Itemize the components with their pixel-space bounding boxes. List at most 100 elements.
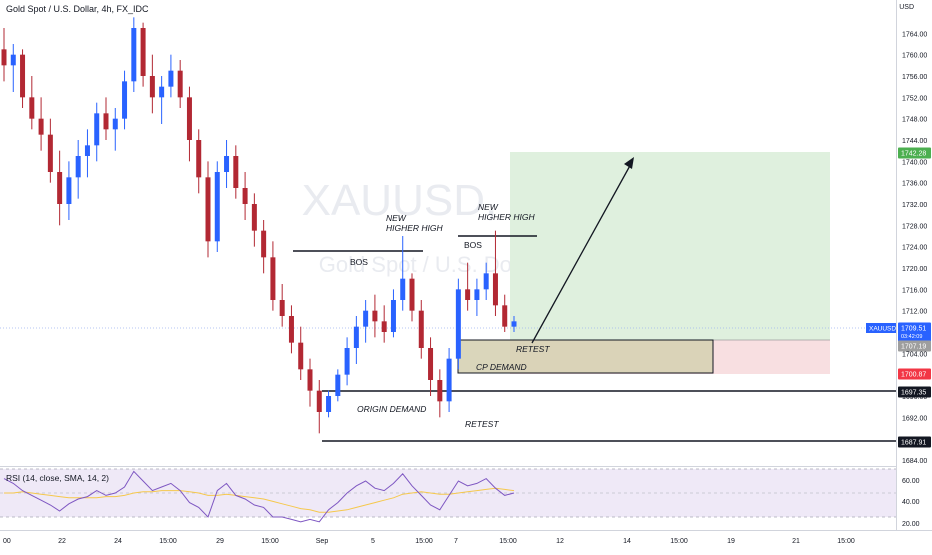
projection-arrow-line <box>531 161 633 344</box>
price-tick-label: 1756.00 <box>902 74 927 81</box>
candle-body <box>381 321 387 332</box>
candle-body <box>29 97 35 119</box>
candle-body <box>149 76 155 98</box>
candle-body <box>131 28 137 82</box>
candle-body <box>94 113 100 146</box>
series-label: XAUUSD <box>869 326 896 333</box>
rsi-tick-label: 20.00 <box>902 521 920 528</box>
time-tick-label: 15:00 <box>670 538 688 545</box>
candle-body <box>326 396 332 412</box>
time-tick-label: 29 <box>216 538 224 545</box>
candle-body <box>363 310 369 327</box>
candle-body <box>428 348 434 380</box>
price-tick-label: 1760.00 <box>902 53 927 60</box>
annotation-cp-demand: CP DEMAND <box>476 362 527 372</box>
time-tick-label: 24 <box>114 538 122 545</box>
entry-price-tag: 1707.19 <box>901 344 926 351</box>
candle-body <box>335 374 341 396</box>
candle-body <box>57 172 63 204</box>
candle-body <box>483 273 489 290</box>
time-tick-label: 15:00 <box>159 538 177 545</box>
candle-body <box>112 118 118 130</box>
time-axis[interactable]: 00 22 24 15:00 29 15:00 Sep 5 15:00 7 15:00 12 14 15:… <box>3 538 855 545</box>
candle-body <box>251 204 257 231</box>
candle-body <box>186 97 192 140</box>
last-price-tag-countdown: 03:42:09 <box>901 334 922 340</box>
candle-body <box>446 358 452 402</box>
last-price-tag-bg <box>898 322 931 342</box>
candle-body <box>75 156 81 178</box>
rsi-axis: 60.00 40.00 20.00 <box>902 478 920 528</box>
support2-price-tag-bg <box>898 436 931 448</box>
candle-body <box>159 86 165 98</box>
candle-body <box>122 81 128 119</box>
candle-body <box>224 156 230 172</box>
time-tick-label: 15:00 <box>415 538 433 545</box>
candle-body <box>492 273 498 306</box>
chart-title: Gold Spot / U.S. Dollar, 4h, FX_IDC <box>6 4 149 14</box>
projection-arrow-head <box>624 157 634 169</box>
support1-price-tag-bg <box>898 386 931 398</box>
annotation-origin-demand: ORIGIN DEMAND <box>357 404 426 414</box>
rsi-tick-label: 40.00 <box>902 499 920 506</box>
series-label-bg <box>866 323 896 333</box>
candle-body <box>307 369 313 391</box>
price-tick-label: 1748.00 <box>902 117 927 124</box>
annotation-retest-2: RETEST <box>465 419 499 429</box>
candle-body <box>47 134 53 172</box>
candle-body <box>168 70 174 87</box>
price-tick-label: 1736.00 <box>902 181 927 188</box>
target-price-tag: 1742.28 <box>901 151 926 158</box>
new-hh-2-b: HIGHER HIGH <box>478 212 536 222</box>
candle-body <box>270 257 276 300</box>
candle-body <box>205 177 211 242</box>
candle-body <box>279 300 285 316</box>
candle-body <box>474 289 480 300</box>
price-tick-label: 1752.00 <box>902 95 927 102</box>
candle-body <box>1 49 7 66</box>
new-hh-1-a: NEW <box>386 213 407 223</box>
candle-body <box>409 278 415 311</box>
candle-body <box>261 230 267 258</box>
candle-body <box>140 28 146 76</box>
price-tick-label: 1744.00 <box>902 138 927 145</box>
candle-body <box>418 310 424 348</box>
candle-body <box>353 326 359 348</box>
time-tick-label: 12 <box>556 538 564 545</box>
price-tick-label: 1704.00 <box>902 351 927 358</box>
candle-body <box>177 70 183 98</box>
stop-price-tag-bg <box>898 368 931 380</box>
annotation-new-hh-1-line1: NEW HIGHER HIGH <box>386 213 444 233</box>
time-tick-label: 22 <box>58 538 66 545</box>
rsi-tick-label: 60.00 <box>902 478 920 485</box>
price-tick-label: 1740.00 <box>902 159 927 166</box>
candle-body <box>288 316 294 343</box>
time-tick-label: 15:00 <box>499 538 517 545</box>
candle-body <box>465 289 471 300</box>
candle-body <box>316 390 322 412</box>
price-axis[interactable]: 1764.00 1760.00 1756.00 1752.00 1748.00 1744.… <box>902 31 927 465</box>
annotation-retest-1: RETEST <box>516 344 550 354</box>
target-price-tag-bg <box>898 147 931 159</box>
candle-body <box>400 278 406 300</box>
candle-body <box>455 289 461 359</box>
candle-body <box>390 300 396 332</box>
time-tick-label: 00 <box>3 538 11 545</box>
price-tick-label: 1728.00 <box>902 223 927 230</box>
time-tick-label: 14 <box>623 538 631 545</box>
price-tick-label: 1724.00 <box>902 245 927 252</box>
price-tick-label: 1712.00 <box>902 309 927 316</box>
support1-price-tag: 1697.35 <box>901 390 926 397</box>
candle-body <box>502 305 508 327</box>
new-hh-1-b: HIGHER HIGH <box>386 223 444 233</box>
stop-price-tag: 1700.87 <box>901 372 926 379</box>
candle-body <box>511 321 517 327</box>
price-tick-label: 1692.00 <box>902 415 927 422</box>
annotation-bos-2: BOS <box>464 240 482 250</box>
rsi-ma-line <box>4 487 515 513</box>
target-zone <box>510 152 830 340</box>
time-tick-label: 5 <box>371 538 375 545</box>
candle-body <box>214 172 220 242</box>
